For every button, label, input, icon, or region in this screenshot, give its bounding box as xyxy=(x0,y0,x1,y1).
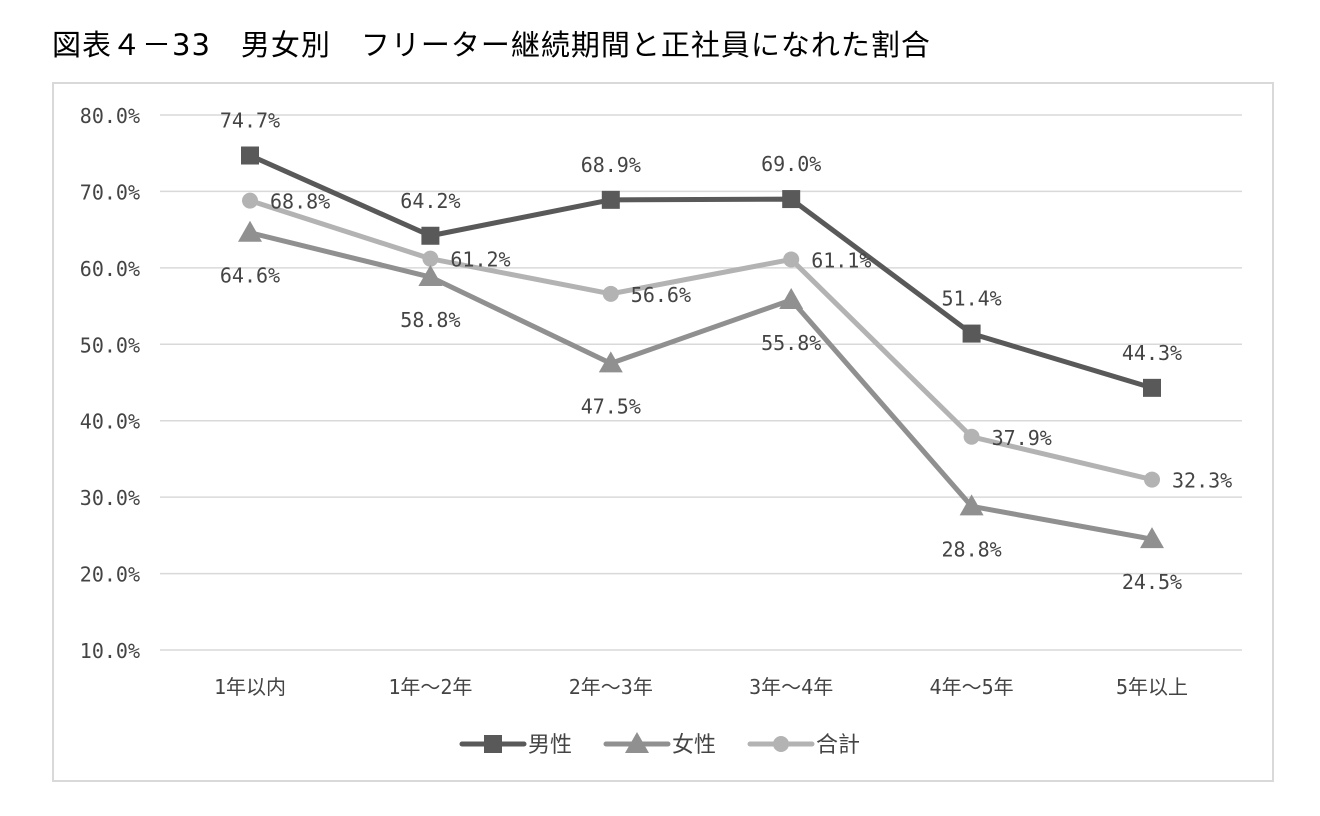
y-tick-label: 70.0% xyxy=(80,180,140,204)
chart-title: 図表４－33 男女別 フリーター継続期間と正社員になれた割合 xyxy=(52,28,931,62)
data-point-男性 xyxy=(1143,378,1161,397)
data-label: 47.5% xyxy=(581,394,641,418)
data-point-合計 xyxy=(602,285,619,302)
legend-label: 合計 xyxy=(816,733,860,758)
data-point-合計 xyxy=(783,251,800,268)
y-tick-label: 20.0% xyxy=(80,563,140,587)
data-label: 44.3% xyxy=(1122,341,1182,365)
data-label: 69.0% xyxy=(761,152,821,176)
data-point-男性 xyxy=(601,190,620,209)
series-line-男性 xyxy=(248,153,1153,391)
y-tick-label: 10.0% xyxy=(80,639,140,663)
chart-frame xyxy=(52,82,1274,782)
data-label: 61.2% xyxy=(450,248,510,272)
data-label: 61.1% xyxy=(811,248,871,272)
data-label: 58.8% xyxy=(400,308,460,332)
data-label: 68.8% xyxy=(270,190,330,214)
x-tick-label: 1年以内 xyxy=(214,675,286,699)
series-line-合計 xyxy=(249,198,1153,482)
data-point-女性 xyxy=(238,220,262,242)
x-tick-label: 2年～3年 xyxy=(569,675,653,699)
y-tick-label: 50.0% xyxy=(80,333,140,357)
data-point-男性 xyxy=(421,226,440,245)
x-tick-label: 4年～5年 xyxy=(930,675,1014,699)
data-point-女性 xyxy=(959,494,984,516)
data-point-男性 xyxy=(241,146,259,165)
data-point-女性 xyxy=(779,287,804,309)
y-tick-label: 80.0% xyxy=(80,104,140,128)
data-point-合計 xyxy=(242,192,258,209)
data-label: 68.9% xyxy=(581,153,641,177)
data-point-合計 xyxy=(422,250,439,267)
y-tick-label: 60.0% xyxy=(80,257,140,281)
data-point-男性 xyxy=(782,190,801,209)
data-point-女性 xyxy=(598,351,623,373)
data-label: 24.5% xyxy=(1122,570,1182,594)
x-tick-label: 1年～2年 xyxy=(388,675,472,699)
data-label: 28.8% xyxy=(941,537,1001,561)
x-tick-label: 3年～4年 xyxy=(749,675,833,699)
data-label: 55.8% xyxy=(761,331,821,355)
x-tick-label: 5年以上 xyxy=(1116,675,1188,699)
legend-label: 男性 xyxy=(528,733,572,758)
data-point-合計 xyxy=(1144,471,1160,488)
series-line-女性 xyxy=(249,230,1153,542)
data-label: 51.4% xyxy=(941,287,1001,311)
data-point-合計 xyxy=(963,428,980,445)
data-label: 56.6% xyxy=(631,283,691,307)
data-label: 64.6% xyxy=(220,264,280,288)
data-label: 74.7% xyxy=(220,109,280,133)
legend-marker-女性 xyxy=(625,732,649,753)
data-label: 64.2% xyxy=(400,189,460,213)
data-label: 37.9% xyxy=(992,426,1052,450)
y-tick-label: 40.0% xyxy=(80,410,140,434)
legend-label: 女性 xyxy=(672,733,716,758)
y-tick-label: 30.0% xyxy=(80,486,140,510)
data-point-女性 xyxy=(1140,527,1164,549)
data-point-女性 xyxy=(418,265,443,287)
data-point-男性 xyxy=(962,324,981,343)
data-label: 32.3% xyxy=(1172,469,1232,493)
legend-marker-合計 xyxy=(773,736,789,752)
legend-marker-男性 xyxy=(484,735,502,753)
